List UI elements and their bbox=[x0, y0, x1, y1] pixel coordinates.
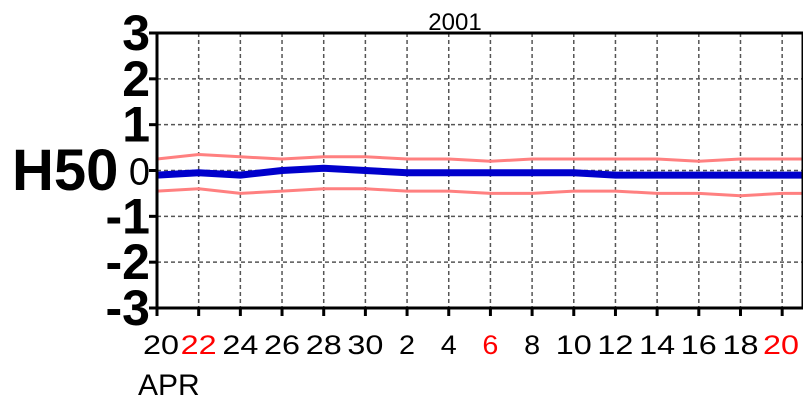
y-tick-label: -1 bbox=[106, 188, 150, 244]
x-tick-label: 12 bbox=[597, 330, 633, 360]
x-tick-label: 22 bbox=[181, 330, 217, 360]
y-tick-label: 3 bbox=[122, 5, 150, 61]
x-tick-label: 28 bbox=[306, 330, 342, 360]
x-tick-label: 20 bbox=[763, 330, 799, 360]
x-tick-labels: 20 22 24 26 28 30 2 4 6 8 10 12 14 16 18 20 bbox=[143, 308, 799, 360]
y-tick-label: 1 bbox=[122, 97, 150, 153]
y-tick-labels: 321 -1-2-3 0 bbox=[106, 5, 157, 336]
series-group bbox=[156, 153, 803, 198]
series-line bbox=[156, 164, 803, 179]
x-tick-label: 26 bbox=[264, 330, 300, 360]
y-tick-label: 0 bbox=[129, 152, 150, 194]
y-tick-label: -3 bbox=[106, 280, 150, 336]
series-line bbox=[156, 187, 803, 198]
series-line bbox=[156, 153, 803, 163]
station-label: H50 bbox=[12, 138, 118, 203]
x-tick-label: 14 bbox=[639, 330, 675, 360]
x-tick-label: 16 bbox=[681, 330, 717, 360]
x-tick-label: 10 bbox=[556, 330, 592, 360]
month-label: APR bbox=[138, 369, 200, 402]
x-tick-label: 4 bbox=[441, 330, 457, 360]
x-tick-label: 6 bbox=[482, 330, 498, 360]
chart-title: 2001 bbox=[428, 9, 481, 36]
x-tick-label: 8 bbox=[524, 330, 540, 360]
x-tick-label: 18 bbox=[722, 330, 758, 360]
x-tick-label: 30 bbox=[347, 330, 383, 360]
x-tick-label: 20 bbox=[143, 330, 179, 360]
x-tick-label: 2 bbox=[399, 330, 415, 360]
y-tick-label: -2 bbox=[106, 234, 150, 290]
y-tick-label: 2 bbox=[122, 51, 150, 107]
x-tick-label: 24 bbox=[222, 330, 258, 360]
